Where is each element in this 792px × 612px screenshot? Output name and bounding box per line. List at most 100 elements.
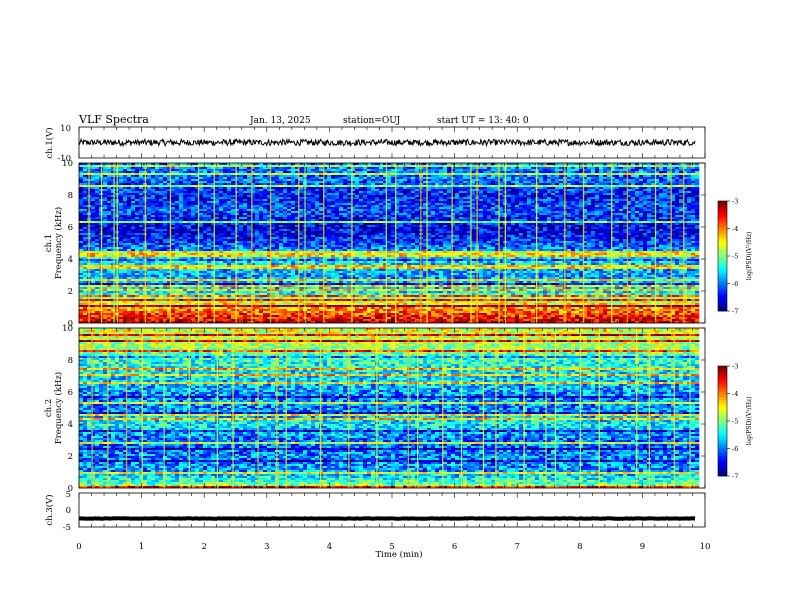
spectrogram-cell <box>151 191 155 193</box>
spectrogram-cell <box>367 211 371 213</box>
spectrogram-cell <box>595 197 599 199</box>
spectrogram-cell <box>339 199 343 201</box>
spectrogram-cell <box>551 171 555 173</box>
spectrogram-cell <box>539 165 543 167</box>
spectrogram-cell <box>527 167 531 169</box>
spectrogram-cell <box>543 209 547 211</box>
spectrogram-cell <box>511 169 515 171</box>
spectrogram-cell <box>103 203 107 205</box>
spectrogram-cell <box>255 201 259 203</box>
spectrogram-cell <box>619 203 623 205</box>
spectrogram-cell <box>387 199 391 201</box>
spectrogram-cell <box>155 171 159 173</box>
spectrogram-cell <box>83 207 87 209</box>
spectrogram-cell <box>623 199 627 201</box>
spectrogram-cell <box>591 203 595 205</box>
spectrogram-cell <box>159 201 163 203</box>
spectrogram-cell <box>311 211 315 213</box>
spectrogram-cell <box>255 195 259 197</box>
spectrogram-cell <box>199 203 203 205</box>
spectrogram-cell <box>631 215 635 217</box>
spectrogram-cell <box>315 215 319 217</box>
spectrogram-cell <box>491 195 495 197</box>
spectrogram-cell <box>647 203 651 205</box>
spectrogram-cell <box>575 167 579 169</box>
spectrogram-cell <box>271 219 275 221</box>
spectrogram-cell <box>139 189 143 191</box>
spectrogram-cell <box>367 179 371 181</box>
spectrogram-cell <box>695 187 699 189</box>
spectrogram-cell <box>647 221 651 223</box>
spectrogram-cell <box>439 197 443 199</box>
spectrogram-cell <box>615 199 619 201</box>
spectrogram-cell <box>83 165 87 167</box>
spectrogram-cell <box>663 213 667 215</box>
spectrogram-cell <box>291 209 295 211</box>
spectrogram-cell <box>651 179 655 181</box>
spectrogram-cell <box>355 201 359 203</box>
spectrogram-cell <box>199 173 203 175</box>
spectrogram-cell <box>259 169 263 171</box>
spectrogram-cell <box>407 199 411 201</box>
spectrogram-cell <box>463 223 467 225</box>
spectrogram-cell <box>415 169 419 171</box>
spectrogram-cell <box>339 213 343 215</box>
spectrogram-cell <box>239 209 243 211</box>
spectrogram-cell <box>463 219 467 221</box>
spectrogram-cell <box>279 165 283 167</box>
spectrogram-cell <box>567 183 571 185</box>
spectrogram-cell <box>79 167 83 169</box>
spectrogram-cell <box>83 213 87 215</box>
spectrogram-cell <box>135 193 139 195</box>
spectrogram-cell <box>615 189 619 191</box>
spectrogram-cell <box>643 201 647 203</box>
spectrogram-cell <box>207 205 211 207</box>
spectrogram-cell <box>539 173 543 175</box>
spectrogram-cell <box>531 189 535 191</box>
spectrogram-cell <box>403 189 407 191</box>
spectrogram-cell <box>139 221 143 223</box>
spectrogram-cell <box>375 221 379 223</box>
spectrogram-cell <box>299 207 303 209</box>
spectrogram-cell <box>559 175 563 177</box>
spectrogram-cell <box>379 195 383 197</box>
spectrogram-cell <box>471 177 475 179</box>
spectrogram-cell <box>663 177 667 179</box>
spectrogram-cell <box>327 181 331 183</box>
spectrogram-cell <box>95 175 99 177</box>
spectrogram-cell <box>599 193 603 195</box>
spectrogram-cell <box>531 221 535 223</box>
spectrogram-cell <box>155 167 159 169</box>
spectrogram-cell <box>579 191 583 193</box>
spectrogram-cell <box>179 169 183 171</box>
spectrogram-cell <box>619 219 623 221</box>
spectrogram-cell <box>663 175 667 177</box>
spectrogram-cell <box>431 223 435 225</box>
spectrogram-cell <box>83 203 87 205</box>
spectrogram-cell <box>307 187 311 189</box>
spectrogram-cell <box>179 209 183 211</box>
spectrogram-cell <box>91 195 95 197</box>
spectrogram-cell <box>567 179 571 181</box>
spectrogram-cell <box>635 187 639 189</box>
spectrogram-cell <box>147 221 151 223</box>
spectrogram-cell <box>179 203 183 205</box>
spectrogram-cell <box>347 185 351 187</box>
spectrogram-cell <box>187 181 191 183</box>
spectrogram-cell <box>311 213 315 215</box>
spectrogram-cell <box>343 217 347 219</box>
spectrogram-cell <box>95 219 99 221</box>
spectrogram-cell <box>491 179 495 181</box>
spectrogram-cell <box>539 201 543 203</box>
spectrogram-cell <box>179 175 183 177</box>
spectrogram-cell <box>551 193 555 195</box>
spectrogram-cell <box>363 207 367 209</box>
spectrogram-cell <box>447 167 451 169</box>
spectrogram-cell <box>347 173 351 175</box>
spectrogram-cell <box>243 175 247 177</box>
spectrogram-cell <box>471 191 475 193</box>
spectrogram-cell <box>187 205 191 207</box>
spectrogram-cell <box>619 167 623 169</box>
spectrogram-cell <box>179 191 183 193</box>
spectrogram-cell <box>599 199 603 201</box>
